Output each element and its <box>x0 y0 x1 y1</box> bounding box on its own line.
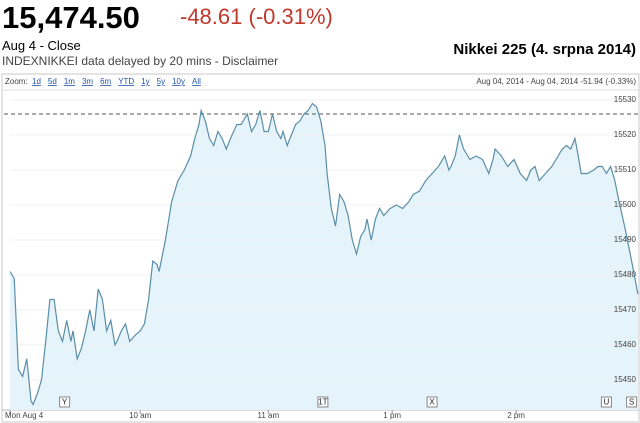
zoom-option[interactable]: All <box>192 77 201 86</box>
y-tick-label: 15500 <box>614 200 637 209</box>
x-tick-label: Mon Aug 4 <box>5 411 44 420</box>
flag[interactable] <box>426 396 438 408</box>
y-tick-label: 15480 <box>614 270 637 279</box>
flag[interactable] <box>626 396 638 408</box>
y-tick-label: 15470 <box>614 305 637 314</box>
zoom-option[interactable]: 10y <box>172 77 185 86</box>
price-change: -48.61 (-0.31%) <box>180 4 333 29</box>
zoom-option[interactable]: 1d <box>32 77 41 86</box>
flag-label: Y <box>62 398 68 407</box>
flag-label: 1T <box>318 398 327 407</box>
flag[interactable] <box>59 396 71 408</box>
x-tick-label: 1 pm <box>383 411 401 420</box>
area-fill <box>10 103 638 410</box>
flag-label: U <box>604 398 610 407</box>
zoom-option[interactable]: 6m <box>100 77 111 86</box>
chart-frame <box>1 73 640 423</box>
delay-note: INDEXNIKKEI data delayed by 20 mins - Di… <box>2 54 279 68</box>
range-info: Aug 04, 2014 - Aug 04, 2014 -51.94 (-0.3… <box>476 77 636 86</box>
flag[interactable] <box>317 396 329 408</box>
zoom-label: Zoom: <box>5 77 28 86</box>
flag-label: X <box>429 398 435 407</box>
x-tick-label: 10 am <box>129 411 152 420</box>
y-tick-label: 15490 <box>614 235 637 244</box>
y-tick-label: 15520 <box>614 130 637 139</box>
zoom-option[interactable]: 3m <box>82 77 93 86</box>
header: 15,474.50 -48.61 (-0.31%) Aug 4 - Close … <box>0 0 640 72</box>
chart-title: Nikkei 225 (4. srpna 2014) <box>453 41 636 58</box>
zoom-option[interactable]: 5y <box>157 77 165 86</box>
y-tick-label: 15510 <box>614 165 637 174</box>
flag-label: S <box>629 398 634 407</box>
price: 15,474.50 <box>2 0 140 35</box>
zoom-option[interactable]: 5d <box>48 77 57 86</box>
price-line <box>9 102 639 406</box>
x-tick-label: 11 am <box>257 411 279 420</box>
y-tick-label: 15530 <box>614 95 637 104</box>
y-tick-label: 15460 <box>614 340 637 349</box>
y-tick-label: 15450 <box>614 375 637 384</box>
zoom-option[interactable]: 1m <box>64 77 75 86</box>
zoom-option[interactable]: YTD <box>118 77 134 86</box>
status: Aug 4 - Close <box>2 38 81 53</box>
flag[interactable] <box>600 396 612 408</box>
x-tick-label: 2 pm <box>507 411 525 420</box>
zoom-option[interactable]: 1y <box>141 77 149 86</box>
